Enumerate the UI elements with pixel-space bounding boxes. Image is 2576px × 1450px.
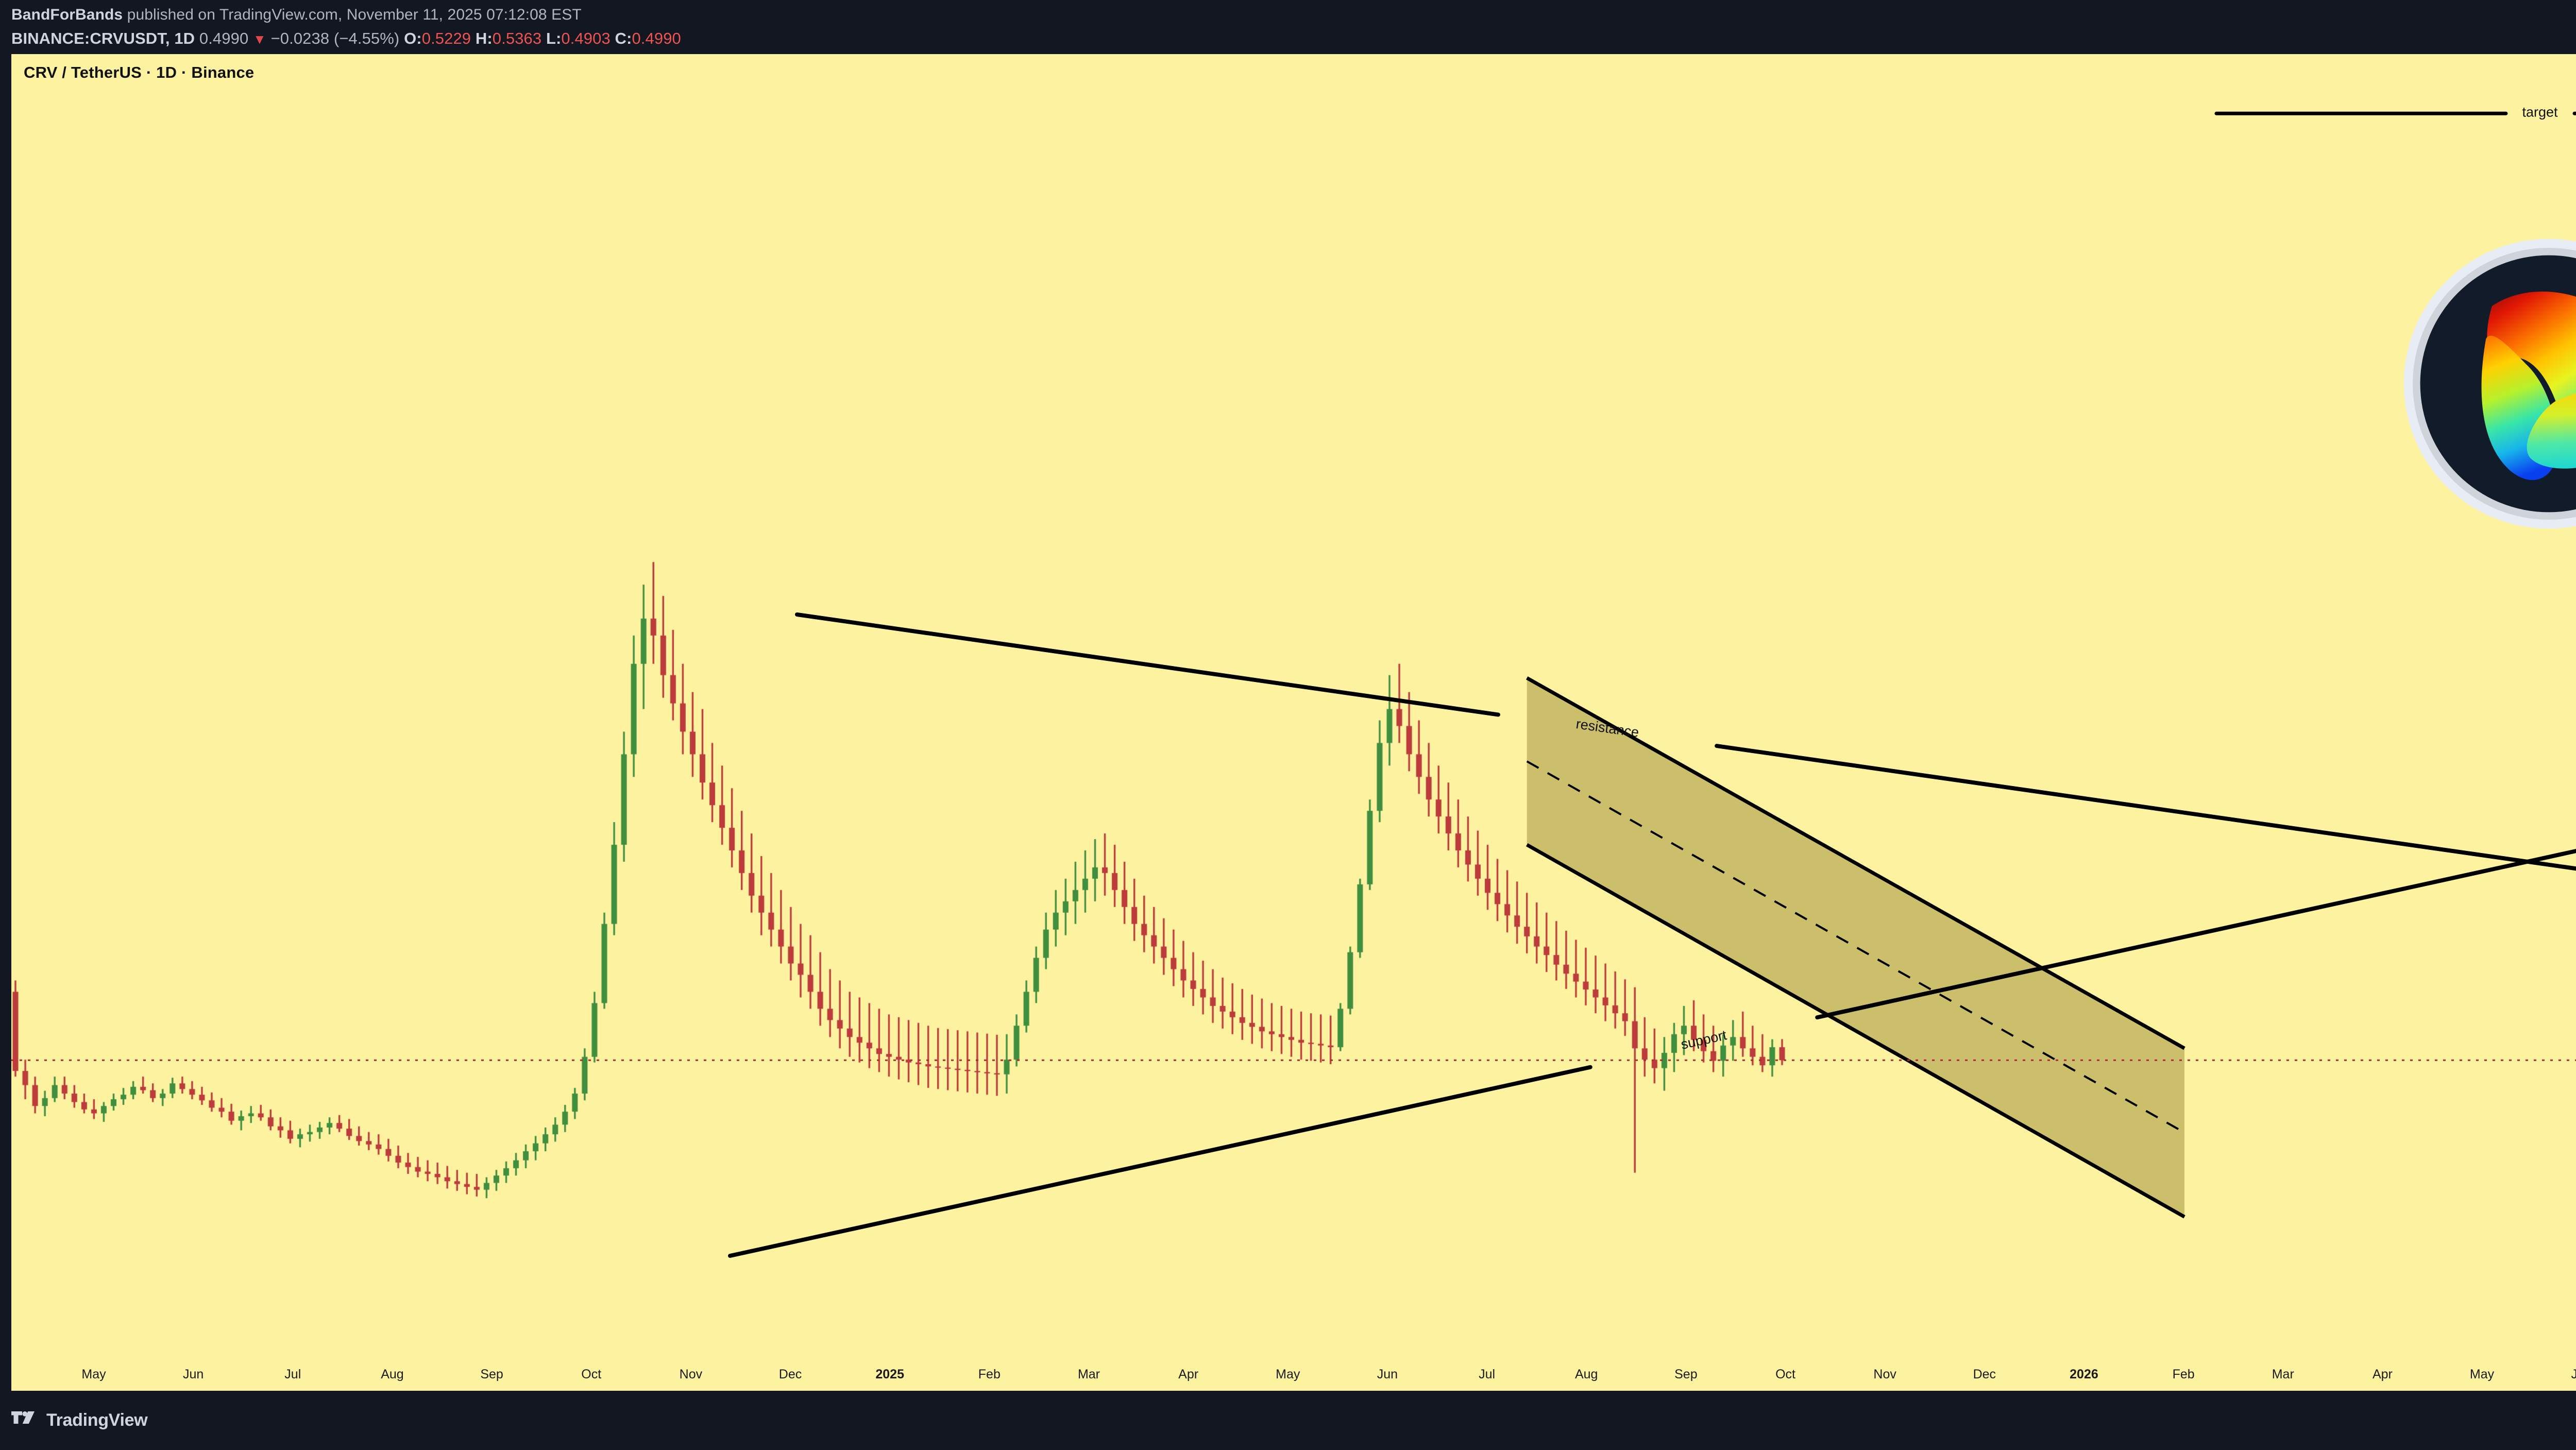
author-name[interactable]: BandForBands [11, 6, 123, 23]
low-value: 0.4903 [561, 29, 611, 47]
time-axis-tick: Feb [2172, 1367, 2195, 1381]
open-label: O: [404, 29, 422, 47]
high-value: 0.5363 [492, 29, 542, 47]
close-value: 0.4990 [632, 29, 681, 47]
down-arrow-icon: ▼ [253, 31, 266, 47]
profile-avatar-logo [2403, 238, 2576, 529]
time-axis-tick: Oct [581, 1367, 602, 1381]
time-axis-tick: May [81, 1367, 106, 1381]
time-axis-tick: Mar [1077, 1367, 1100, 1381]
channel-median-line [1526, 760, 2185, 1134]
time-axis-tick: Nov [679, 1367, 703, 1381]
time-axis-tick: Jul [1479, 1367, 1496, 1381]
time-axis-tick: 2026 [2070, 1367, 2098, 1381]
drawings-layer [11, 111, 2576, 1258]
descending-channel-shape[interactable] [1527, 678, 2185, 1217]
symbol-label[interactable]: BINANCE:CRVUSDT, 1D [11, 29, 195, 47]
time-axis-tick: Dec [778, 1367, 802, 1381]
time-axis-tick: Sep [480, 1367, 503, 1381]
time-axis-tick: Jun [1377, 1367, 1398, 1381]
time-axis-tick: Oct [1775, 1367, 1795, 1381]
time-axis[interactable]: May Jun Jul Aug Sep Oct Nov Dec 2025 Feb Mar Apr May… [11, 1365, 2576, 1391]
time-axis-tick: Mar [2272, 1367, 2294, 1381]
open-value: 0.5229 [421, 29, 471, 47]
time-axis-tick: May [1276, 1367, 1300, 1381]
time-axis-tick: Aug [1574, 1367, 1598, 1381]
time-axis-tick: Aug [381, 1367, 404, 1381]
tradingview-logo[interactable]: TradingView [11, 1410, 148, 1430]
chart-pane[interactable]: CRV / TetherUS · 1D · Binance target res… [11, 54, 2576, 1391]
channel-lower-line[interactable] [1526, 843, 2185, 1219]
time-axis-tick: 2025 [875, 1367, 904, 1381]
time-axis-tick: Jun [182, 1367, 204, 1381]
publication-meta: published on TradingView.com, November 1… [127, 6, 582, 23]
support-trendline-left[interactable] [728, 1065, 1592, 1258]
time-axis-tick: Apr [1178, 1367, 1199, 1381]
target-annotation-label[interactable]: target [2522, 104, 2558, 120]
top-info-bar: BandForBands published on TradingView.co… [0, 0, 2576, 54]
time-axis-tick: Jun [2571, 1367, 2576, 1381]
resistance-trendline-left[interactable] [795, 612, 1500, 717]
high-label: H: [475, 29, 493, 47]
page-title: CRV / TetherUS · 1D · Binance [24, 63, 255, 81]
time-axis-tick: Jul [284, 1367, 301, 1381]
resistance-trendline-right[interactable] [1715, 744, 2576, 875]
channel-upper-line[interactable] [1526, 676, 2185, 1050]
time-axis-tick: Nov [1873, 1367, 1896, 1381]
brand-bar: TradingView [0, 1391, 2576, 1450]
tradingview-wordmark: TradingView [46, 1410, 148, 1430]
time-axis-tick: Dec [1973, 1367, 1996, 1381]
close-label: C: [615, 29, 632, 47]
change-value: −0.0238 (−4.55%) [270, 29, 400, 47]
ohlc-line: BINANCE:CRVUSDT, 1D 0.4990 ▼ −0.0238 (−4… [11, 30, 2576, 46]
time-axis-tick: Sep [1674, 1367, 1698, 1381]
time-axis-tick: May [2469, 1367, 2495, 1381]
last-price: 0.4990 [199, 29, 249, 47]
low-label: L: [546, 29, 562, 47]
support-trendline-right[interactable] [1815, 841, 2576, 1020]
time-axis-tick: Feb [978, 1367, 1001, 1381]
time-axis-tick: Apr [2372, 1367, 2393, 1381]
tradingview-mark-icon [11, 1411, 35, 1424]
publication-line: BandForBands published on TradingView.co… [11, 7, 2576, 23]
